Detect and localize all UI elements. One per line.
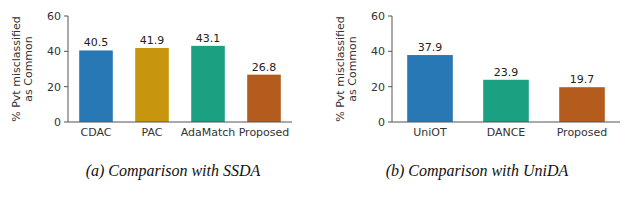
y-axis-line bbox=[68, 16, 69, 122]
panel: 37.9 UniOT 23.9 DANCE 19.7 Proposed 0 20 40 60 % P… bbox=[334, 10, 620, 180]
x-tick-label: CDAC bbox=[81, 126, 112, 139]
x-tick-label: Proposed bbox=[239, 126, 290, 139]
y-tick bbox=[64, 16, 68, 17]
y-tick bbox=[64, 86, 68, 87]
bar bbox=[483, 80, 529, 122]
y-tick-label: 40 bbox=[47, 45, 61, 58]
bar bbox=[247, 75, 281, 122]
bars bbox=[79, 46, 281, 122]
data-label: 43.1 bbox=[196, 32, 221, 45]
bar bbox=[191, 46, 225, 122]
data-label: 40.5 bbox=[84, 36, 109, 49]
x-tick-label: PAC bbox=[142, 126, 163, 139]
y-tick bbox=[388, 51, 392, 52]
y-tick-label: 0 bbox=[54, 116, 61, 129]
y-tick-label: 0 bbox=[378, 116, 385, 129]
chart-root: 40.5 CDAC 41.9 PAC 43.1 AdaMatch 26.8 Proposed 0… bbox=[0, 0, 640, 211]
y-tick-label: 20 bbox=[371, 81, 385, 94]
bar bbox=[559, 87, 605, 122]
bar bbox=[407, 55, 453, 122]
y-tick-label: 60 bbox=[371, 10, 385, 23]
x-axis-line bbox=[392, 122, 620, 123]
bar bbox=[79, 50, 113, 122]
x-axis-line bbox=[68, 122, 292, 123]
x-tick-label: UniOT bbox=[413, 126, 447, 139]
caption: (a) Comparison with SSDA bbox=[86, 162, 261, 180]
y-tick-label: 20 bbox=[47, 81, 61, 94]
y-tick bbox=[64, 122, 68, 123]
data-label: 41.9 bbox=[140, 34, 165, 47]
y-tick bbox=[388, 86, 392, 87]
bars bbox=[407, 55, 605, 122]
y-axis-line bbox=[392, 16, 393, 122]
data-label: 23.9 bbox=[494, 66, 519, 79]
bar bbox=[135, 48, 169, 122]
y-tick bbox=[388, 122, 392, 123]
x-tick-label: Proposed bbox=[557, 126, 608, 139]
y-axis-label: % Pvt misclassifiedas Common bbox=[334, 16, 359, 121]
x-tick-label: AdaMatch bbox=[181, 126, 236, 139]
panel: 40.5 CDAC 41.9 PAC 43.1 AdaMatch 26.8 Proposed 0… bbox=[10, 10, 292, 180]
y-tick bbox=[388, 16, 392, 17]
data-label: 37.9 bbox=[418, 41, 443, 54]
data-label: 19.7 bbox=[570, 73, 595, 86]
y-tick bbox=[64, 51, 68, 52]
y-tick-label: 60 bbox=[47, 10, 61, 23]
data-label: 26.8 bbox=[252, 61, 277, 74]
x-tick-label: DANCE bbox=[487, 126, 526, 139]
caption: (b) Comparison with UniDA bbox=[386, 162, 569, 180]
y-axis-label: % Pvt misclassifiedas Common bbox=[10, 16, 35, 121]
y-tick-label: 40 bbox=[371, 45, 385, 58]
